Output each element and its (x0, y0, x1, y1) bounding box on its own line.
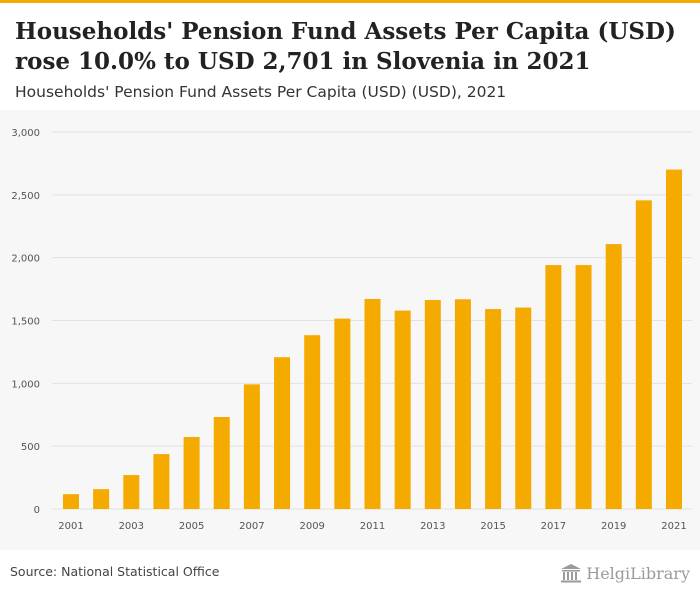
bar-2018[interactable]: 2018 (575, 265, 592, 509)
bar-2001[interactable]: 2001 (63, 494, 79, 509)
y-tick-label: 500 (21, 442, 40, 453)
chart-subtitle: Households' Pension Fund Assets Per Capi… (15, 83, 507, 101)
bar-2017[interactable]: 2017 (545, 265, 562, 509)
x-tick-label: 2011 (360, 521, 385, 532)
x-axis-tick-labels: 2001 2003 2005 2007 2009 2011 2013 2015 2017 2019… (58, 521, 686, 532)
bar-2008[interactable]: 2008 (274, 357, 291, 509)
helgi-library-logo[interactable]: HelgiLibrary (560, 558, 690, 588)
x-tick-label: 2021 (661, 521, 686, 532)
bar-2016[interactable]: 2016 (515, 307, 532, 509)
bar-2005[interactable]: 2005 (183, 436, 200, 509)
bar-2003[interactable]: 2003 (123, 475, 140, 509)
y-tick-label: 0 (34, 505, 40, 516)
bar-2021[interactable]: 2021 (666, 169, 682, 509)
chart-title-line-2: rose 10.0% to USD 2,701 in Slovenia in 2… (15, 48, 591, 75)
bar-2004[interactable]: 2004 (153, 454, 170, 509)
library-building-icon (561, 564, 582, 583)
bar-2014[interactable]: 2014 (454, 299, 471, 509)
source-note: Source: National Statistical Office (10, 564, 220, 579)
x-tick-label: 2001 (58, 521, 83, 532)
chart-header: Households' Pension Fund Assets Per Capi… (0, 3, 700, 110)
x-tick-label: 2015 (480, 521, 505, 532)
bar-2007[interactable]: 2007 (243, 384, 260, 509)
chart-footer: Source: National Statistical Office Helg… (0, 550, 700, 596)
y-tick-label: 2,500 (11, 191, 40, 202)
bar-2013[interactable]: 2013 (424, 300, 441, 509)
x-tick-label: 2007 (239, 521, 264, 532)
logo-text: HelgiLibrary (586, 563, 690, 583)
bar-2019[interactable]: 2019 (605, 244, 622, 509)
bar-2012[interactable]: 2012 (394, 310, 411, 509)
bar-2002[interactable]: 2002 (93, 489, 110, 509)
bar-2006[interactable]: 2006 (213, 417, 230, 509)
x-tick-label: 2009 (299, 521, 324, 532)
bars: 2001 2002 2003 2004 2005 2006 2007 2008 2009 2010… (63, 169, 682, 509)
y-tick-label: 3,000 (11, 128, 40, 139)
bar-2015[interactable]: 2015 (485, 309, 502, 509)
bar-2011[interactable]: 2011 (364, 299, 381, 509)
bar-2010[interactable]: 2010 (334, 318, 351, 509)
x-tick-label: 2013 (420, 521, 445, 532)
x-tick-label: 2017 (541, 521, 566, 532)
chart-title: Households' Pension Fund Assets Per Capi… (15, 17, 695, 77)
y-axis-tick-labels: 0 500 1,000 1,500 2,000 2,500 3,000 (11, 128, 40, 516)
y-tick-label: 1,500 (11, 317, 40, 328)
y-tick-label: 2,000 (11, 254, 40, 265)
chart-title-line-1: Households' Pension Fund Assets Per Capi… (15, 18, 676, 45)
bar-2009[interactable]: 2009 (304, 335, 321, 509)
x-tick-label: 2005 (179, 521, 204, 532)
y-tick-label: 1,000 (11, 379, 40, 390)
x-tick-label: 2003 (119, 521, 144, 532)
x-tick-label: 2019 (601, 521, 626, 532)
bar-2020[interactable]: 2020 (635, 200, 652, 509)
accent-top-bar (0, 0, 700, 3)
